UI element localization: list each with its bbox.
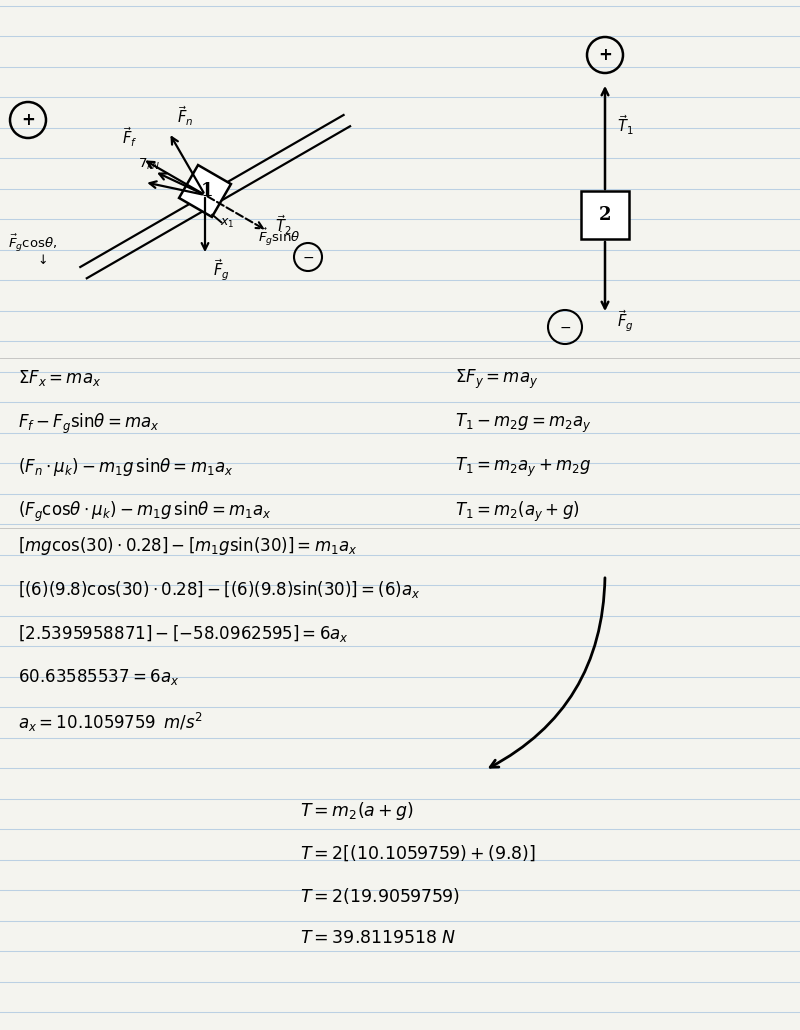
Text: $T = 2[(10.1059759) + (9.8)]$: $T = 2[(10.1059759) + (9.8)]$ xyxy=(300,843,536,862)
Text: $\vec{F}_f$: $\vec{F}_f$ xyxy=(122,126,138,149)
Text: $\vec{F}_g$: $\vec{F}_g$ xyxy=(617,309,634,335)
Text: $\vec{F}_g$: $\vec{F}_g$ xyxy=(213,258,230,283)
Text: $x_1$: $x_1$ xyxy=(220,216,234,230)
Text: $[mg\cos(30) \cdot 0.28] - [m_1g\sin(30)] = m_1a_x$: $[mg\cos(30) \cdot 0.28] - [m_1g\sin(30)… xyxy=(18,535,358,557)
Text: $\vec{T}_2$: $\vec{T}_2$ xyxy=(275,213,292,237)
Text: $-$: $-$ xyxy=(559,320,571,334)
Text: +: + xyxy=(21,111,35,129)
Text: $\Sigma F_y = ma_y$: $\Sigma F_y = ma_y$ xyxy=(455,368,538,391)
Bar xyxy=(179,165,231,217)
Text: $F_f - F_g\mathrm{sin}\theta = ma_x$: $F_f - F_g\mathrm{sin}\theta = ma_x$ xyxy=(18,412,160,436)
Text: $a_x = 10.1059759 \;\; m/s^2$: $a_x = 10.1059759 \;\; m/s^2$ xyxy=(18,711,203,734)
Text: $T = m_2(a + g)$: $T = m_2(a + g)$ xyxy=(300,800,414,822)
Text: $T = 39.8119518\;N$: $T = 39.8119518\;N$ xyxy=(300,929,456,947)
Bar xyxy=(581,191,629,239)
Text: $(F_n \cdot \mu_k) - m_1g\,\mathrm{sin}\theta = m_1a_x$: $(F_n \cdot \mu_k) - m_1g\,\mathrm{sin}\… xyxy=(18,456,234,478)
Text: $\vec{T}_1$: $\vec{T}_1$ xyxy=(617,113,634,137)
Text: 2: 2 xyxy=(598,206,611,224)
Text: $T_1 - m_2g = m_2a_y$: $T_1 - m_2g = m_2a_y$ xyxy=(455,412,592,436)
Text: +: + xyxy=(598,46,612,64)
Text: $[2.5395958871] - [-58.0962595] = 6a_x$: $[2.5395958871] - [-58.0962595] = 6a_x$ xyxy=(18,623,349,644)
Text: $7_{kN}$: $7_{kN}$ xyxy=(138,157,161,172)
Text: $\vec{F}_g$sin$\theta$: $\vec{F}_g$sin$\theta$ xyxy=(258,227,301,247)
Text: $\Sigma F_x = ma_x$: $\Sigma F_x = ma_x$ xyxy=(18,368,102,388)
Text: $[(6)(9.8)\cos(30) \cdot 0.28] - [(6)(9.8)\sin(30)] = (6)a_x$: $[(6)(9.8)\cos(30) \cdot 0.28] - [(6)(9.… xyxy=(18,579,420,600)
Text: $\vec{F}_n$: $\vec{F}_n$ xyxy=(177,104,194,128)
Text: $T = 2(19.9059759)$: $T = 2(19.9059759)$ xyxy=(300,886,460,906)
Text: $60.63585537 = 6a_x$: $60.63585537 = 6a_x$ xyxy=(18,667,179,687)
Text: $\vec{F}_g$cos$\theta$,: $\vec{F}_g$cos$\theta$, xyxy=(8,233,58,253)
FancyArrowPatch shape xyxy=(490,578,605,767)
Text: $-$: $-$ xyxy=(302,250,314,264)
Text: $(F_g\mathrm{cos}\theta \cdot \mu_k) - m_1g\,\mathrm{sin}\theta = m_1a_x$: $(F_g\mathrm{cos}\theta \cdot \mu_k) - m… xyxy=(18,500,271,524)
Text: 1: 1 xyxy=(201,182,214,200)
Text: $T_1 = m_2a_y + m_2g$: $T_1 = m_2a_y + m_2g$ xyxy=(455,456,591,479)
Text: $\downarrow$: $\downarrow$ xyxy=(35,253,47,267)
Text: $T_1 = m_2(a_y + g)$: $T_1 = m_2(a_y + g)$ xyxy=(455,500,580,524)
